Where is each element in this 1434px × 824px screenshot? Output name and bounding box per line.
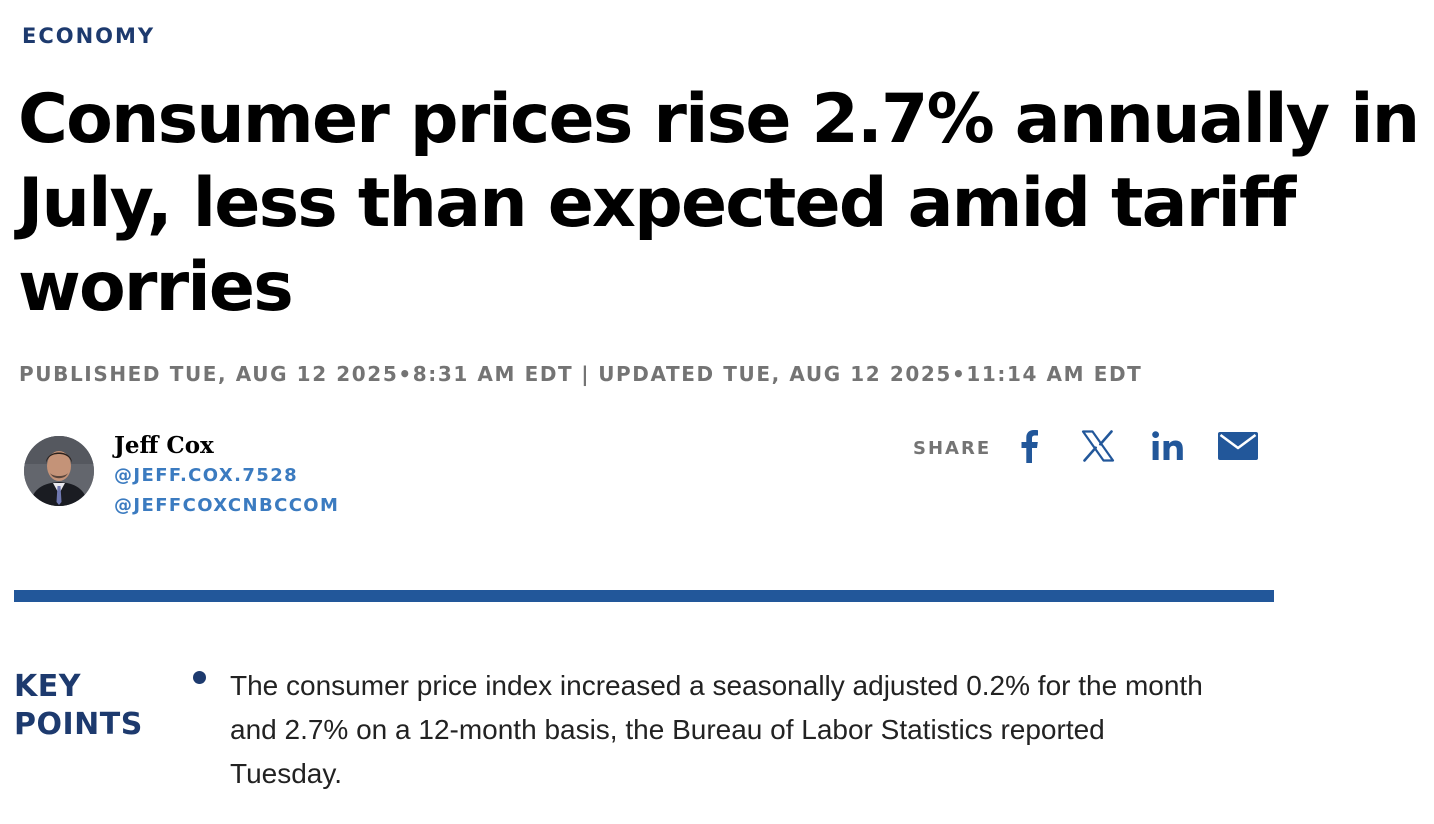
bullet-icon xyxy=(193,671,206,684)
article-headline: Consumer prices rise 2.7% annually in Ju… xyxy=(18,80,1420,327)
key-point-item: The consumer price index increased a sea… xyxy=(230,670,1203,789)
author-twitter-handle-link[interactable]: @JEFFCOXCNBCCOM xyxy=(114,495,340,516)
author-avatar[interactable] xyxy=(24,436,94,506)
linkedin-icon xyxy=(1152,431,1183,460)
updated-timestamp: UPDATED TUE, AUG 12 2025•11:14 AM EDT xyxy=(598,362,1143,386)
share-x-button[interactable] xyxy=(1076,426,1120,466)
author-photo-icon xyxy=(24,436,94,506)
section-label-link[interactable]: ECONOMY xyxy=(22,24,156,48)
share-linkedin-button[interactable] xyxy=(1146,426,1190,466)
share-email-button[interactable] xyxy=(1216,426,1260,466)
timestamp-separator: | xyxy=(581,362,591,386)
section-divider xyxy=(14,590,1274,602)
article-timestamps: PUBLISHED TUE, AUG 12 2025•8:31 AM EDT | U… xyxy=(19,362,1142,386)
facebook-icon xyxy=(1021,430,1038,463)
author-facebook-handle-link[interactable]: @JEFF.COX.7528 xyxy=(114,465,299,486)
key-points-heading: KEY POINTS xyxy=(14,668,143,744)
share-facebook-button[interactable] xyxy=(1007,426,1051,466)
share-label: SHARE xyxy=(913,438,992,459)
key-points-heading-text: KEY POINTS xyxy=(14,669,143,742)
email-icon xyxy=(1218,432,1258,460)
published-timestamp: PUBLISHED TUE, AUG 12 2025•8:31 AM EDT xyxy=(19,362,574,386)
x-icon xyxy=(1081,430,1115,462)
author-name-link[interactable]: Jeff Cox xyxy=(114,432,214,459)
